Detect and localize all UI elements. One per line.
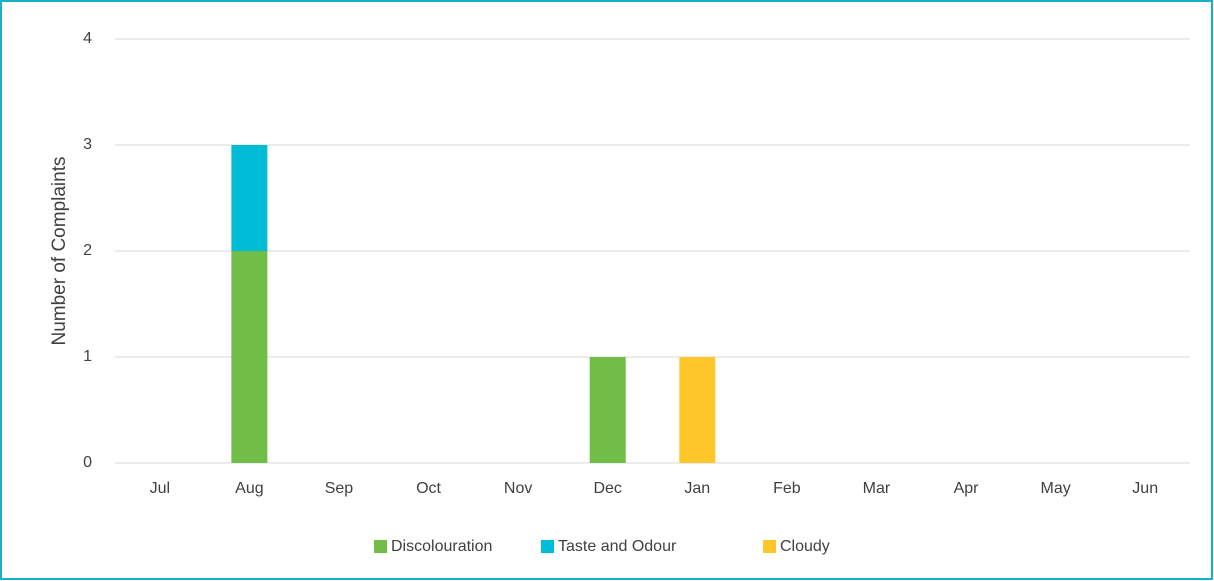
x-tick-label: Jul <box>150 480 170 497</box>
legend-label: Discolouration <box>391 538 492 555</box>
y-tick-label: 3 <box>83 136 92 153</box>
x-tick-label: Jan <box>684 480 710 497</box>
y-tick-label: 2 <box>83 242 92 259</box>
x-tick-label: Dec <box>593 480 621 497</box>
x-tick-label: Jun <box>1132 480 1158 497</box>
legend-swatch <box>763 540 776 553</box>
x-tick-label: Mar <box>863 480 891 497</box>
legend-swatch <box>374 540 387 553</box>
x-tick-label: Feb <box>773 480 801 497</box>
legend-label: Cloudy <box>780 538 830 555</box>
y-tick-label: 1 <box>83 348 92 365</box>
x-tick-label: May <box>1041 480 1071 497</box>
y-tick-label: 0 <box>83 454 92 471</box>
bar-segment <box>231 251 268 463</box>
bar-segment <box>231 145 268 251</box>
legend-swatch <box>541 540 554 553</box>
legend-label: Taste and Odour <box>558 538 677 555</box>
bar-segment <box>589 357 626 463</box>
x-tick-label: Oct <box>416 480 441 497</box>
y-axis-title: Number of Complaints <box>49 156 70 345</box>
y-tick-label: 4 <box>83 30 92 47</box>
x-tick-label: Sep <box>325 480 354 497</box>
x-tick-label: Nov <box>504 480 532 497</box>
x-tick-label: Aug <box>235 480 263 497</box>
x-tick-label: Apr <box>954 480 980 497</box>
bar-segment <box>679 357 716 463</box>
